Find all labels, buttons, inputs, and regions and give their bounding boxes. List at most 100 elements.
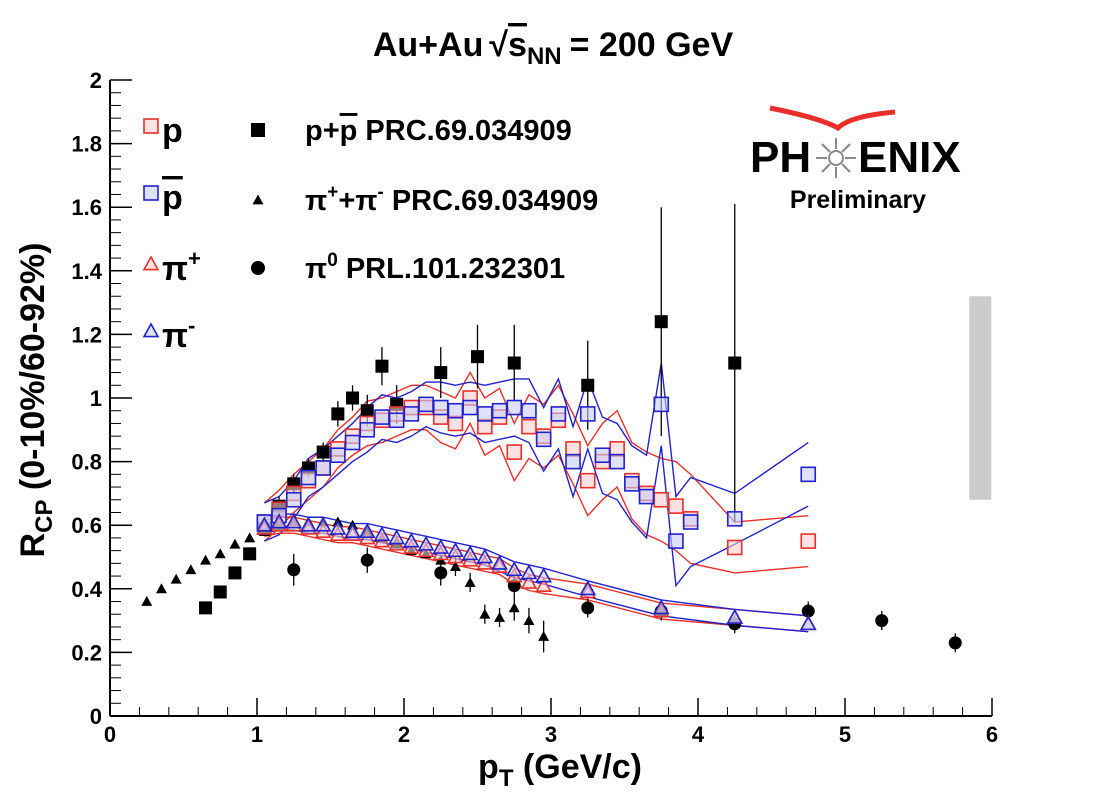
systematic-uncertainty-box [969,296,992,500]
legend-left: pp π+ π- [142,112,201,355]
marker-open-square [330,447,346,464]
marker-filled-triangle [252,194,264,205]
legend-right-label: p+p PRC.69.034909 [305,115,572,147]
x-tick-label: 0 [104,722,116,747]
marker-open-square [579,472,596,489]
sys-box-rect [969,296,992,500]
marker-open-triangle [285,513,303,529]
marker-open-square [403,406,420,422]
band-line [263,371,809,523]
marker-open-square [506,444,523,460]
marker-open-triangle [799,615,817,631]
y-tick-label: 1.6 [71,195,102,220]
y-tick-label: 1.4 [71,259,102,284]
logo-subtitle: Preliminary [790,186,926,214]
x-tick-label: 4 [692,722,705,747]
y-tick-label: 0.8 [71,450,102,475]
y-axis-ticks: 0 0.2 0.4 0.6 0.8 1 1.2 1.4 1.6 1.8 2 [71,68,132,729]
marker-open-triangle [505,561,523,577]
marker-filled-triangle [185,564,197,575]
y-tick-label: 0 [90,704,102,729]
band-line [263,421,809,574]
marker-filled-square [243,547,257,561]
band-line [264,425,809,588]
marker-filled-square [375,359,389,373]
marker-filled-triangle [464,576,476,587]
marker-open-square [143,185,159,201]
marker-open-square [462,399,478,416]
marker-open-square [300,469,317,486]
logo-text-right: ENIX [858,133,961,182]
marker-open-triangle [255,516,273,532]
marker-open-square [609,441,625,457]
marker-open-triangle [447,541,464,558]
marker-filled-square [228,566,242,580]
marker-filled-square [728,356,742,370]
marker-filled-triangle [214,548,226,559]
marker-open-square [285,491,302,508]
legend-right-label: π0 PRL.101.232301 [305,250,565,285]
sqrt-symbol: √ [489,26,508,64]
marker-filled-square [507,356,521,370]
marker-filled-triangle [494,611,506,622]
marker-open-triangle [344,522,361,538]
y-axis-title: RCP (0-10%/60-92%) [14,243,58,558]
marker-filled-square [471,350,484,364]
legend-left-label: π+ [162,246,201,288]
marker-open-square [638,488,655,505]
marker-open-triangle [520,564,538,580]
marker-open-triangle [373,526,391,542]
marker-open-triangle [726,608,744,624]
marker-filled-circle [251,261,265,275]
marker-filled-triangle [200,554,212,565]
x-tick-label: 5 [839,722,851,747]
marker-open-triangle [461,545,479,561]
marker-open-square [432,399,449,416]
marker-open-triangle [491,554,508,570]
marker-filled-square [199,601,213,615]
y-tick-label: 1.8 [71,132,102,157]
marker-filled-circle [801,604,815,618]
marker-filled-circle [875,614,889,628]
x-tick-label: 1 [251,722,263,747]
marker-open-square [609,453,625,470]
marker-open-square [565,453,581,470]
marker-open-square [359,421,376,438]
marker-open-square [491,402,508,419]
marker-open-triangle [388,529,406,545]
band-line [264,513,809,617]
marker-filled-triangle [479,608,491,619]
legend-right-label: π++π- PRC.69.034909 [305,182,598,217]
marker-filled-square [434,366,448,380]
marker-open-square [800,466,817,483]
marker-filled-triangle [170,573,182,584]
marker-filled-triangle [538,631,550,641]
marker-open-triangle [652,599,670,615]
marker-open-square [550,406,567,422]
marker-filled-square [316,445,330,459]
marker-filled-triangle [155,583,167,594]
marker-open-triangle [314,516,332,532]
marker-open-square [653,396,670,413]
marker-filled-triangle [244,532,256,543]
marker-filled-circle [360,553,374,567]
x-axis-title: pT (GeV/c) [478,748,642,792]
marker-open-square [388,412,405,429]
marker-open-triangle [579,580,597,596]
y-tick-label: 1 [90,386,102,411]
marker-filled-triangle [229,538,241,549]
band-line [264,362,809,504]
marker-open-square [477,406,493,422]
marker-open-triangle [432,538,450,554]
marker-open-triangle [476,548,494,564]
marker-open-triangle [417,535,435,551]
marker-filled-triangle [523,615,535,625]
marker-filled-square [360,404,374,418]
data-markers [141,315,962,650]
x-tick-label: 3 [545,722,557,747]
marker-open-triangle [300,516,317,532]
marker-open-square [726,539,743,556]
marker-open-square [682,514,699,530]
marker-open-triangle [535,576,553,593]
marker-open-square [653,491,670,508]
